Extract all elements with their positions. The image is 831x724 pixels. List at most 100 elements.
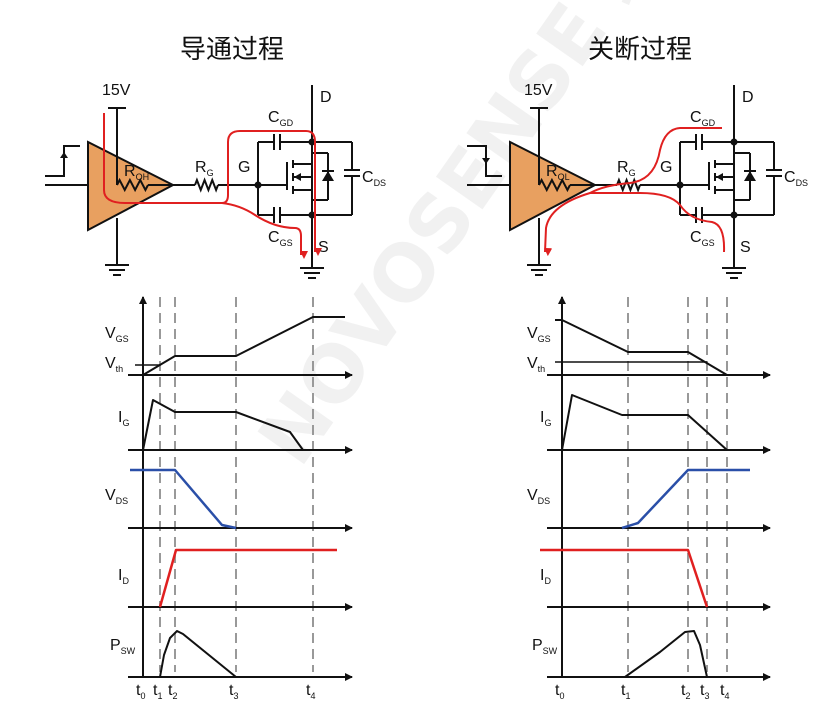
cgs-capacitor xyxy=(273,207,281,223)
cds-label-subscript: DS xyxy=(796,178,809,188)
ground-icon xyxy=(300,267,324,279)
psw-label-main: P xyxy=(532,637,543,654)
turn-off-title: 关断过程 xyxy=(588,35,692,65)
ig-waveform xyxy=(142,399,304,451)
id-label-main: I xyxy=(540,567,544,584)
rising-arrow-icon xyxy=(60,152,68,158)
id-label-subscript: D xyxy=(544,576,551,586)
gate-resistor xyxy=(616,177,641,193)
time-label-t1: t1 xyxy=(621,682,630,701)
driver-resistor-label-subscript: OH xyxy=(136,172,150,182)
id-label-subscript: D xyxy=(122,576,129,586)
ground-icon xyxy=(105,264,129,276)
gate-resistor-label-subscript: G xyxy=(207,168,214,178)
vgs-waveform xyxy=(555,319,728,376)
time-label-t1-main: t xyxy=(621,682,626,699)
source-node-label: S xyxy=(318,239,329,256)
mosfet-arrow xyxy=(716,173,723,181)
psw-label-subscript: SW xyxy=(121,646,136,656)
cgd-label: CGD xyxy=(268,109,294,128)
time-label-t2-subscript: 2 xyxy=(685,691,690,701)
time-label-t3-subscript: 3 xyxy=(233,691,238,701)
supply-voltage-label: 15V xyxy=(102,82,131,99)
time-label-t4: t4 xyxy=(720,682,729,701)
time-label-t0-subscript: 0 xyxy=(559,691,564,701)
cgd-label-subscript: GD xyxy=(280,118,294,128)
gate-resistor-label: RG xyxy=(617,159,636,178)
gate-node-label: G xyxy=(660,159,672,176)
time-label-t2-main: t xyxy=(168,682,173,699)
mosfet-arrow xyxy=(294,173,301,181)
time-label-t0-main: t xyxy=(555,682,560,699)
body-diode-icon xyxy=(322,171,334,181)
vth-label-main: V xyxy=(527,355,538,372)
cgd-label-main: C xyxy=(268,109,280,126)
driver-resistor-label-main: R xyxy=(546,163,558,180)
time-label-t3: t3 xyxy=(229,682,238,701)
gate-node-label: G xyxy=(238,159,250,176)
vth-label-subscript: th xyxy=(116,364,124,374)
driver-resistor-label: ROL xyxy=(546,163,570,182)
driver-output-resistor xyxy=(116,177,149,193)
id-label: ID xyxy=(540,567,551,586)
psw-label-main: P xyxy=(110,637,121,654)
cds-label-main: C xyxy=(362,169,374,186)
vth-label-main: V xyxy=(105,355,116,372)
vth-label: Vth xyxy=(105,355,123,374)
vds-waveform xyxy=(130,468,237,530)
time-label-t1-subscript: 1 xyxy=(157,691,162,701)
vgs-label-main: V xyxy=(527,325,538,342)
gate-resistor xyxy=(194,177,219,193)
cds-label: CDS xyxy=(784,169,808,188)
cgd-label-main: C xyxy=(690,109,702,126)
ground-icon xyxy=(527,264,551,276)
driver-resistor-label: ROH xyxy=(124,163,149,182)
ig-label-main: I xyxy=(540,409,544,426)
ig-label-main: I xyxy=(118,409,122,426)
vds-label-subscript: DS xyxy=(116,496,129,506)
vgs-waveform xyxy=(142,316,345,376)
psw-label-subscript: SW xyxy=(543,646,558,656)
ig-label-subscript: G xyxy=(122,418,129,428)
cds-label: CDS xyxy=(362,169,386,188)
time-label-t0-subscript: 0 xyxy=(140,691,145,701)
driver-resistor-label-main: R xyxy=(124,163,136,180)
time-label-t4-main: t xyxy=(306,682,311,699)
cgs-label-subscript: GS xyxy=(280,238,293,248)
vgs-label: VGS xyxy=(527,325,551,344)
vgs-label: VGS xyxy=(105,325,129,344)
time-label-t0-main: t xyxy=(136,682,141,699)
cgs-label: CGS xyxy=(268,229,293,248)
time-label-t2-main: t xyxy=(681,682,686,699)
id-waveform xyxy=(158,548,337,608)
time-label-t2-subscript: 2 xyxy=(172,691,177,701)
vds-label-main: V xyxy=(527,487,538,504)
time-label-t0: t0 xyxy=(555,682,564,701)
time-label-t1: t1 xyxy=(153,682,162,701)
cgd-label: CGD xyxy=(690,109,716,128)
psw-waveform xyxy=(624,630,708,678)
cgs-label: CGS xyxy=(690,229,715,248)
mosfet-icon xyxy=(708,152,756,201)
driver-output-resistor xyxy=(538,177,571,193)
time-label-t0: t0 xyxy=(136,682,145,701)
gate-resistor-label-main: R xyxy=(617,159,629,176)
time-label-t1-main: t xyxy=(153,682,158,699)
cgd-capacitor xyxy=(273,134,281,150)
time-label-t3-main: t xyxy=(229,682,234,699)
cgd-capacitor xyxy=(695,134,703,150)
ground-icon xyxy=(722,267,746,279)
cgs-label-main: C xyxy=(268,229,280,246)
time-label-t1-subscript: 1 xyxy=(625,691,630,701)
time-label-t3: t3 xyxy=(700,682,709,701)
cds-label-main: C xyxy=(784,169,796,186)
driver-resistor-label-subscript: OL xyxy=(558,172,570,182)
drain-node-label: D xyxy=(742,89,754,106)
turn-on-title: 导通过程 xyxy=(180,35,284,65)
vth-label: Vth xyxy=(527,355,545,374)
drain-node-label: D xyxy=(320,89,332,106)
